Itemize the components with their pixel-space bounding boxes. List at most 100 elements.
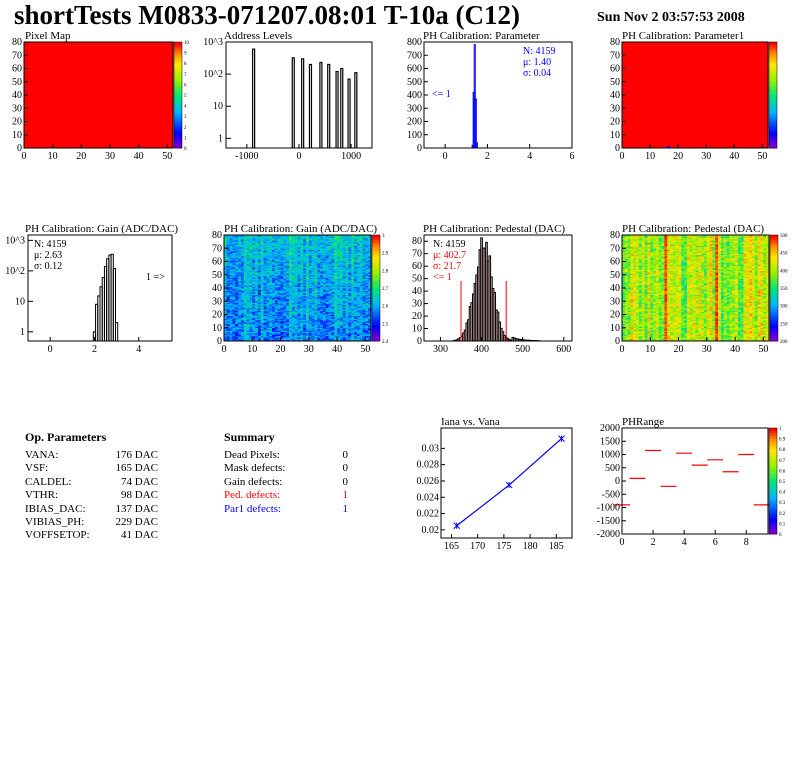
heatmap-cell bbox=[277, 322, 281, 325]
heatmap-cell bbox=[362, 325, 366, 327]
heatmap-cell bbox=[294, 323, 298, 326]
heatmap-cell bbox=[243, 254, 247, 257]
heatmap-cell bbox=[235, 240, 239, 242]
heatmap-cell bbox=[280, 319, 284, 322]
heatmap-cell bbox=[311, 265, 315, 268]
heatmap-cell bbox=[277, 269, 281, 272]
heatmap-cell bbox=[224, 319, 228, 322]
heatmap-cell bbox=[224, 327, 228, 330]
heatmap-cell bbox=[627, 321, 631, 323]
heatmap-cell bbox=[624, 302, 628, 305]
heatmap-cell bbox=[362, 309, 366, 311]
heatmap-cell bbox=[334, 299, 338, 302]
heatmap-cell bbox=[308, 280, 312, 282]
heatmap-cell bbox=[286, 276, 290, 278]
heatmap-cell bbox=[252, 338, 256, 340]
heatmap-cell bbox=[252, 284, 256, 286]
heatmap-cell bbox=[303, 276, 307, 278]
heatmap-cell bbox=[331, 242, 335, 245]
heatmap-cell bbox=[255, 269, 259, 272]
heatmap-cell bbox=[229, 244, 233, 246]
heatmap-cell bbox=[274, 298, 279, 301]
heatmap-cell bbox=[322, 315, 327, 318]
heatmap-cell bbox=[351, 280, 355, 282]
heatmap-cell bbox=[291, 244, 295, 246]
heatmap-cell bbox=[269, 278, 273, 281]
heatmap-cell bbox=[359, 302, 363, 305]
heatmap-cell bbox=[260, 314, 264, 317]
heatmap-cell bbox=[286, 302, 290, 305]
heatmap-cell bbox=[269, 317, 273, 319]
heatmap-cell bbox=[280, 241, 284, 244]
heatmap-cell bbox=[246, 327, 250, 330]
heatmap-cell bbox=[266, 290, 270, 293]
heatmap-cell bbox=[308, 254, 312, 257]
heatmap-cell bbox=[630, 288, 634, 290]
heatmap-cell bbox=[303, 335, 307, 338]
heatmap-cell bbox=[243, 260, 247, 262]
heatmap-cell bbox=[368, 248, 372, 250]
heatmap-cell bbox=[308, 313, 312, 315]
heatmap-cell bbox=[240, 265, 245, 268]
heatmap-cell bbox=[300, 291, 304, 294]
x-tick-label: 40 bbox=[729, 151, 739, 160]
heatmap-cell bbox=[303, 256, 307, 258]
heatmap-cell bbox=[255, 331, 259, 334]
heatmap-cell bbox=[263, 282, 267, 285]
heatmap-cell bbox=[297, 329, 301, 331]
heatmap-cell bbox=[255, 295, 259, 298]
heatmap-cell bbox=[356, 294, 360, 297]
heatmap-cell bbox=[331, 282, 335, 285]
underflow-label: <= 1 bbox=[432, 89, 451, 100]
heatmap-cell bbox=[300, 248, 304, 250]
heatmap-cell bbox=[226, 327, 230, 330]
heatmap-cell bbox=[291, 252, 295, 254]
heatmap-cell bbox=[260, 265, 264, 268]
heatmap-cell bbox=[308, 248, 312, 250]
heatmap-cell bbox=[291, 269, 295, 272]
heatmap-cell bbox=[320, 319, 324, 322]
heatmap-cell bbox=[331, 264, 335, 266]
heatmap-cell bbox=[260, 268, 264, 270]
heatmap-cell bbox=[243, 250, 247, 253]
heatmap-cell bbox=[351, 289, 355, 291]
heatmap-cell bbox=[252, 244, 256, 246]
heatmap-cell bbox=[627, 241, 631, 244]
heatmap-cell bbox=[226, 286, 230, 289]
heatmap-cell bbox=[337, 329, 341, 331]
heatmap-cell bbox=[255, 241, 259, 244]
heatmap-cell bbox=[351, 299, 355, 302]
heatmap-cell bbox=[322, 240, 327, 242]
heatmap-cell bbox=[348, 273, 352, 276]
heatmap-cell bbox=[320, 262, 324, 265]
heatmap-cell bbox=[286, 305, 290, 307]
heatmap-cell bbox=[249, 270, 253, 273]
heatmap-cell bbox=[280, 242, 284, 245]
heatmap-cell bbox=[263, 314, 267, 317]
heatmap-cell bbox=[308, 327, 312, 330]
heatmap-cell bbox=[362, 326, 366, 329]
colorbar-label: 4 bbox=[184, 105, 187, 110]
heatmap-cell bbox=[249, 325, 253, 327]
heatmap-cell bbox=[354, 261, 358, 264]
heatmap-cell bbox=[624, 306, 628, 309]
heatmap-cell bbox=[238, 317, 242, 319]
heatmap-cell bbox=[308, 294, 312, 297]
heatmap-cell bbox=[226, 310, 230, 313]
heatmap-cell bbox=[345, 291, 349, 294]
heatmap-cell bbox=[354, 253, 358, 256]
heatmap-cell bbox=[320, 281, 324, 283]
heatmap-cell bbox=[283, 238, 287, 241]
heatmap-cell bbox=[337, 326, 341, 329]
heatmap-cell bbox=[368, 244, 372, 246]
heatmap-cell bbox=[314, 302, 318, 305]
heatmap-cell bbox=[328, 288, 332, 290]
heatmap-cell bbox=[322, 270, 327, 273]
heatmap-cell bbox=[280, 326, 284, 329]
heatmap-cell bbox=[627, 338, 631, 340]
heatmap-cell bbox=[229, 331, 233, 334]
heatmap-cell bbox=[297, 309, 301, 311]
heatmap-cell bbox=[305, 238, 310, 241]
heatmap-cell bbox=[630, 272, 634, 274]
heatmap-cell bbox=[356, 250, 360, 253]
